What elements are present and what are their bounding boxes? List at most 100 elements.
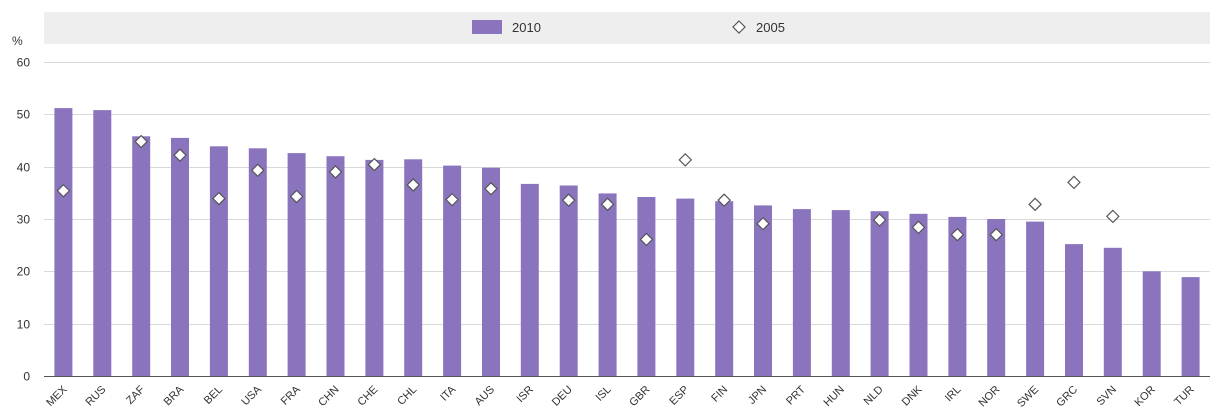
bar-deu — [559, 185, 578, 376]
marker-irl — [950, 227, 965, 242]
bar-dnk — [909, 213, 928, 376]
marker-svn — [1105, 209, 1120, 224]
bar-isl — [598, 193, 617, 376]
marker-nld — [872, 213, 887, 227]
x-tick-label-rus: RUS — [84, 384, 109, 409]
bar-bra — [171, 137, 189, 376]
bar-chn — [326, 156, 345, 376]
legend-band — [44, 12, 1210, 44]
x-tick-label-deu: DEU — [550, 384, 575, 409]
y-tick-label: 60 — [17, 56, 31, 70]
bar-rus — [93, 110, 112, 376]
legend-label-2010: 2010 — [512, 20, 541, 35]
bar-isr — [520, 183, 539, 376]
y-tick-label: 50 — [17, 108, 31, 122]
x-tick-label-fin: FIN — [709, 384, 730, 405]
bar-esp — [676, 198, 695, 376]
legend-swatch-2010 — [472, 20, 502, 34]
x-tick-label-kor: KOR — [1132, 384, 1157, 409]
marker-chl — [406, 178, 421, 192]
y-tick-label: 40 — [17, 161, 31, 175]
y-axis-unit: % — [12, 34, 23, 48]
bar-series-2010 — [54, 108, 1200, 376]
legend-marker-2005 — [732, 20, 746, 34]
marker-zaf — [134, 134, 149, 149]
marker-series-2005 — [56, 134, 1120, 247]
x-tick-label-jpn: JPN — [746, 384, 769, 407]
x-tick-label-isr: ISR — [514, 384, 535, 405]
x-tick-label-tur: TUR — [1172, 384, 1197, 409]
bar-prt — [792, 209, 811, 376]
x-tick-label-nor: NOR — [977, 384, 1003, 410]
x-tick-label-fra: FRA — [279, 383, 304, 408]
bar-hun — [831, 210, 850, 376]
bar-bel — [209, 146, 228, 376]
marker-mex — [56, 183, 71, 198]
marker-deu — [561, 193, 576, 208]
legend: 2010 2005 — [472, 20, 785, 35]
marker-gbr — [639, 232, 654, 247]
x-tick-label-chl: CHL — [395, 384, 419, 408]
bar-ita — [443, 165, 462, 376]
gridlines — [44, 62, 1210, 325]
bar-mex — [54, 108, 73, 376]
x-tick-label-gbr: GBR — [627, 384, 652, 409]
bar-nor — [987, 219, 1006, 376]
x-tick-label-esp: ESP — [667, 384, 691, 408]
bar-irl — [948, 216, 967, 376]
y-tick-label: 30 — [17, 213, 31, 227]
bar-tur — [1181, 277, 1200, 376]
x-tick-label-bra: BRA — [162, 383, 187, 408]
marker-isl — [600, 197, 615, 212]
x-tick-label-aus: AUS — [473, 384, 497, 408]
marker-che — [367, 157, 382, 172]
marker-dnk — [911, 220, 926, 235]
marker-fin — [717, 193, 732, 208]
x-tick-label-irl: IRL — [943, 384, 964, 405]
x-tick-label-hun: HUN — [822, 384, 847, 409]
marker-aus — [484, 181, 498, 196]
bar-che — [365, 159, 384, 376]
marker-esp — [678, 153, 693, 167]
x-axis: MEX RUS ZAF BRA BEL USA FRA CHN CHE CHL ITA AUS ISR D… — [44, 383, 1197, 410]
y-tick-label: 0 — [23, 370, 30, 384]
bar-usa — [248, 148, 267, 376]
bar-svn — [1103, 247, 1122, 376]
marker-chn — [328, 165, 343, 179]
y-axis: 0 10 20 30 40 50 60 — [17, 56, 31, 384]
bar-zaf — [132, 136, 151, 376]
marker-grc — [1067, 175, 1081, 190]
bar-jpn — [754, 205, 772, 376]
marker-nor — [989, 227, 1004, 242]
x-tick-label-dnk: DNK — [900, 383, 925, 408]
marker-bra — [173, 148, 187, 163]
x-tick-label-chn: CHN — [316, 384, 341, 409]
x-tick-label-bel: BEL — [202, 384, 225, 407]
x-tick-label-svn: SVN — [1094, 384, 1119, 409]
marker-fra — [289, 189, 304, 204]
bar-fin — [715, 201, 734, 376]
bar-kor — [1142, 271, 1161, 376]
bar-gbr — [637, 197, 656, 376]
bar-grc — [1065, 244, 1083, 376]
x-tick-label-prt: PRT — [784, 383, 808, 407]
x-tick-label-swe: SWE — [1015, 384, 1041, 410]
marker-swe — [1028, 197, 1042, 212]
x-tick-label-usa: USA — [239, 383, 264, 408]
bar-fra — [287, 153, 306, 376]
x-tick-label-che: CHE — [356, 384, 381, 409]
marker-ita — [445, 192, 459, 207]
marker-bel — [212, 191, 226, 206]
x-tick-label-isl: ISL — [594, 384, 614, 404]
x-tick-label-nld: NLD — [862, 384, 886, 408]
x-tick-label-mex: MEX — [44, 383, 70, 409]
x-tick-label-grc: GRC — [1054, 384, 1080, 410]
x-tick-label-zaf: ZAF — [124, 383, 147, 406]
bar-nld — [870, 211, 889, 376]
bar-swe — [1026, 221, 1045, 376]
marker-usa — [250, 163, 265, 178]
marker-jpn — [756, 216, 770, 231]
legend-label-2005: 2005 — [756, 20, 785, 35]
x-tick-label-ita: ITA — [438, 383, 458, 403]
